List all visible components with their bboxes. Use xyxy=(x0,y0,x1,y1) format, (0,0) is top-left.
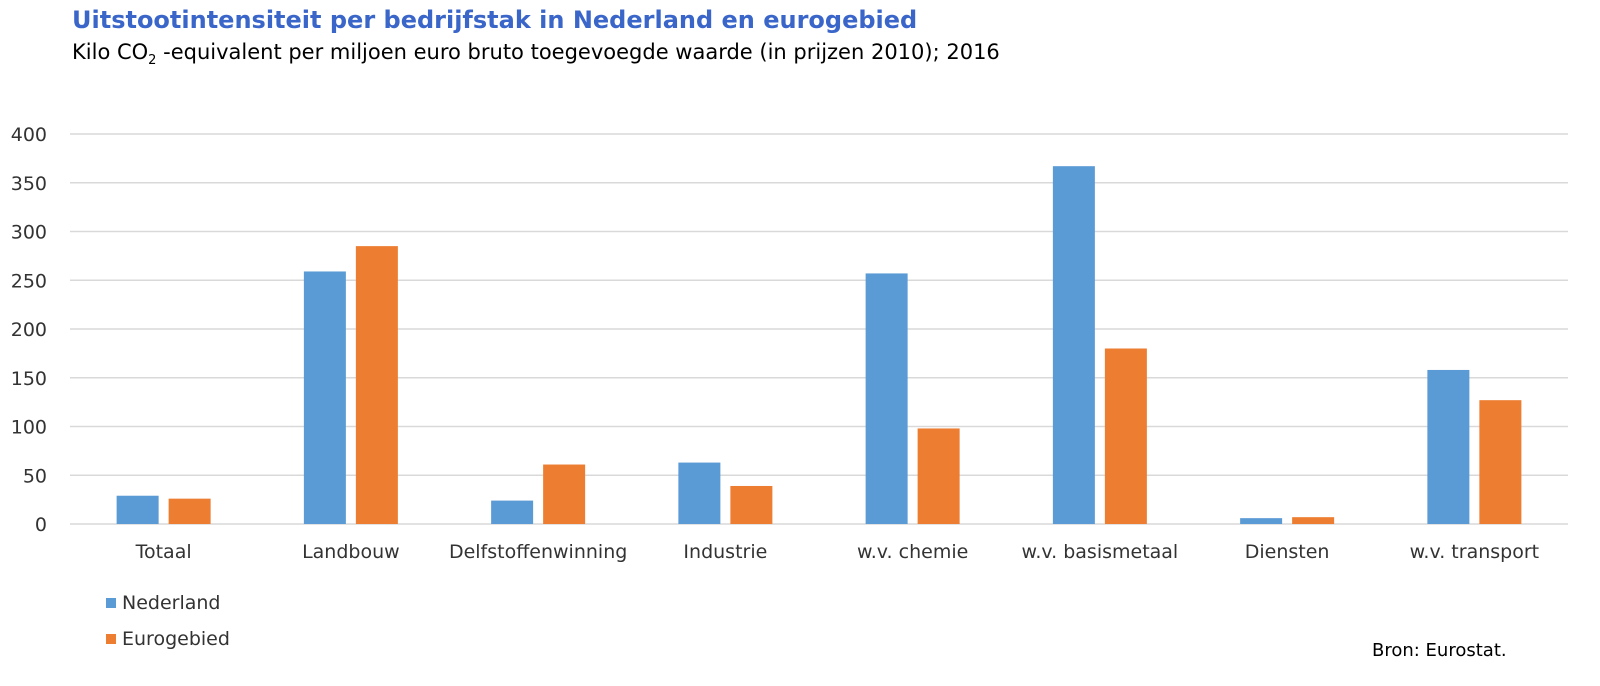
bar-eurogebied xyxy=(917,428,960,524)
bar-nederland xyxy=(1052,166,1095,525)
legend-swatch-nederland xyxy=(106,598,116,608)
legend-swatch-eurogebied xyxy=(106,634,116,644)
chart-title: Uitstootintensiteit per bedrijfstak in N… xyxy=(72,6,918,34)
y-tick-label: 350 xyxy=(11,173,47,195)
subtitle-post: -equivalent per miljoen euro bruto toege… xyxy=(156,40,1000,64)
bar-nederland xyxy=(303,271,346,524)
x-tick-label: w.v. chemie xyxy=(857,541,968,563)
x-tick-label: Delfstoffenwinning xyxy=(449,541,627,563)
y-tick-label: 50 xyxy=(23,465,47,487)
bar-eurogebied xyxy=(355,246,398,524)
bar-eurogebied xyxy=(1479,400,1522,524)
x-tick-label: w.v. transport xyxy=(1410,541,1539,563)
bar-chart: 0 50 100 150 200 250 300 350 400 Totaal Landbouw D… xyxy=(11,124,1568,563)
bar-eurogebied xyxy=(1292,517,1335,524)
bar-nederland xyxy=(116,495,159,524)
legend-label-nederland: Nederland xyxy=(122,592,221,614)
x-tick-label: Industrie xyxy=(683,541,767,563)
bar-eurogebied xyxy=(168,498,211,524)
chart-subtitle: Kilo CO2 -equivalent per miljoen euro br… xyxy=(72,40,1000,68)
x-tick-label: Totaal xyxy=(135,541,192,563)
bar-nederland xyxy=(678,462,721,524)
source-note: Bron: Eurostat. xyxy=(1372,640,1507,661)
legend-item-eurogebied: Eurogebied xyxy=(106,628,230,650)
subtitle-pre: Kilo CO xyxy=(72,40,149,64)
y-tick-label: 250 xyxy=(11,270,47,292)
y-tick-label: 300 xyxy=(11,222,47,244)
bar-eurogebied xyxy=(1104,348,1147,524)
bar-nederland xyxy=(865,273,908,524)
bar-nederland xyxy=(491,500,534,524)
y-tick-label: 0 xyxy=(35,514,47,536)
bar-nederland xyxy=(1427,369,1470,524)
subtitle-subscript: 2 xyxy=(148,53,157,69)
x-tick-label: w.v. basismetaal xyxy=(1022,541,1179,563)
bar-eurogebied xyxy=(730,485,773,524)
y-tick-label: 100 xyxy=(11,417,47,439)
legend-label-eurogebied: Eurogebied xyxy=(122,628,230,650)
legend-item-nederland: Nederland xyxy=(106,592,221,614)
bar-nederland xyxy=(1240,518,1283,524)
y-tick-label: 400 xyxy=(11,124,47,146)
x-axis-ticks: Totaal Landbouw Delfstoffenwinning Industri… xyxy=(135,541,1540,563)
y-tick-label: 200 xyxy=(11,319,47,341)
bars xyxy=(116,166,1522,525)
y-axis-ticks: 0 50 100 150 200 250 300 350 400 xyxy=(11,124,47,536)
x-tick-label: Landbouw xyxy=(302,541,400,563)
bar-eurogebied xyxy=(543,464,586,524)
grid-lines xyxy=(70,133,1568,525)
y-tick-label: 150 xyxy=(11,368,47,390)
x-tick-label: Diensten xyxy=(1245,541,1330,563)
